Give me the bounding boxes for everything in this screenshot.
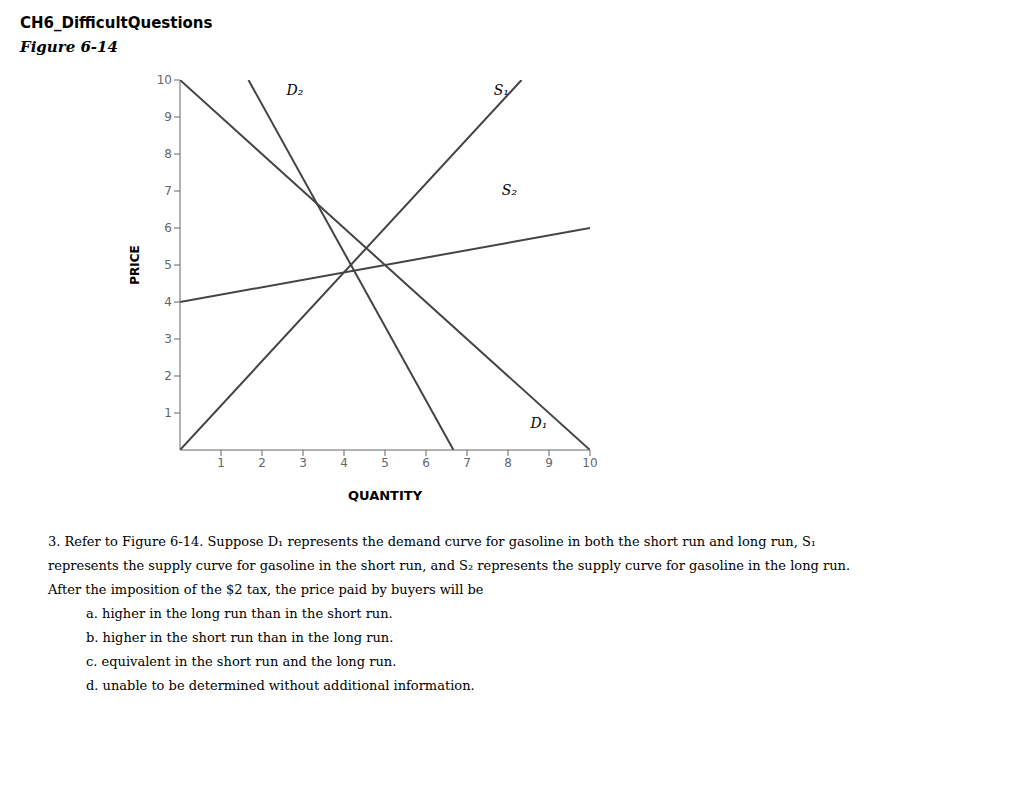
- html-text:Figure 6-14: Figure 6-14: [20, 38, 118, 56]
- html-text:represents the supply curve fo: represents the supply curve for gasoline…: [48, 558, 851, 573]
- svg-text:8: 8: [504, 456, 512, 470]
- svg-text:7: 7: [463, 456, 471, 470]
- svg-text:9: 9: [545, 456, 553, 470]
- svg-text:1: 1: [164, 406, 172, 420]
- svg-text:4: 4: [340, 456, 348, 470]
- svg-text:10: 10: [157, 73, 172, 87]
- svg-text:QUANTITY: QUANTITY: [348, 488, 423, 503]
- svg-text:3: 3: [299, 456, 307, 470]
- svg-text:5: 5: [381, 456, 389, 470]
- html-text:3. Refer to Figure 6-14. Suppo: 3. Refer to Figure 6-14. Suppose D₁ repr…: [48, 534, 816, 549]
- svg-text:2: 2: [164, 369, 172, 383]
- svg-text:5: 5: [164, 258, 172, 272]
- html-text:After the imposition of the $2: After the imposition of the $2 tax, the …: [48, 582, 484, 597]
- html-text:CH6_DifficultQuestions: CH6_DifficultQuestions: [20, 14, 213, 32]
- svg-text:S₂: S₂: [502, 182, 518, 198]
- html-text:a. higher in the long run than: a. higher in the long run than in the sh…: [86, 606, 393, 621]
- svg-text:3: 3: [164, 332, 172, 346]
- svg-text:S₁: S₁: [494, 82, 509, 98]
- svg-text:4: 4: [164, 295, 172, 309]
- svg-text:1: 1: [217, 456, 225, 470]
- svg-text:8: 8: [164, 147, 172, 161]
- svg-text:7: 7: [164, 184, 172, 198]
- svg-text:10: 10: [582, 456, 597, 470]
- html-text:d. unable to be determined wit: d. unable to be determined without addit…: [86, 678, 475, 693]
- svg-text:6: 6: [422, 456, 430, 470]
- svg-text:2: 2: [258, 456, 266, 470]
- svg-text:D₁: D₁: [530, 415, 548, 431]
- html-text:c. equivalent in the short run: c. equivalent in the short run and the l…: [86, 654, 397, 669]
- svg-text:D₂: D₂: [286, 82, 304, 98]
- svg-text:PRICE: PRICE: [128, 245, 142, 285]
- html-text:b. higher in the short run tha: b. higher in the short run than in the l…: [86, 630, 394, 645]
- svg-text:9: 9: [164, 110, 172, 124]
- svg-text:6: 6: [164, 221, 172, 235]
